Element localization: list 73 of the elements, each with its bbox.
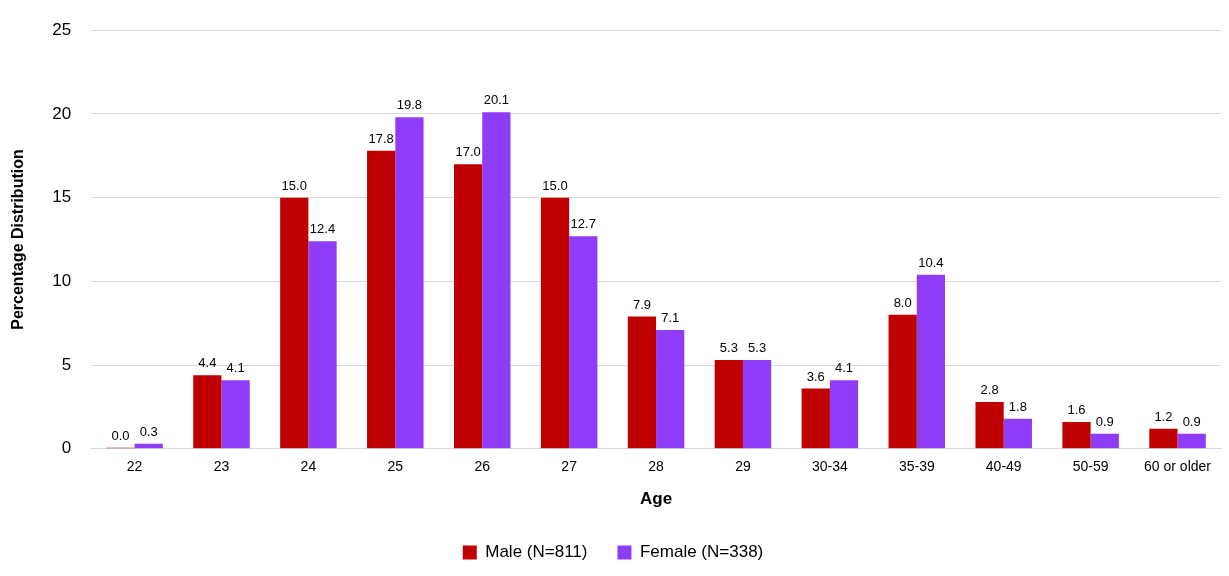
y-tick-label: 25 (52, 19, 72, 39)
x-tick-label: 26 (474, 458, 491, 475)
x-tick-label: 27 (561, 458, 578, 475)
legend-label: Male (N=811) (485, 542, 588, 562)
x-tick-label: 25 (387, 458, 404, 475)
data-label: 20.1 (483, 92, 510, 108)
data-label: 5.3 (748, 340, 767, 356)
data-label: 1.6 (1067, 402, 1086, 418)
y-axis-title: Percentage Distribution (9, 149, 27, 330)
data-label: 5.3 (719, 340, 738, 356)
bar (453, 164, 483, 449)
bar (1177, 433, 1206, 449)
x-tick-label: 22 (126, 458, 143, 475)
bar (714, 360, 743, 449)
data-label: 12.4 (309, 221, 336, 237)
data-label: 0.0 (111, 427, 130, 443)
bar (1003, 418, 1032, 449)
data-label: 17.0 (455, 144, 481, 160)
x-tick-label: 30-34 (811, 458, 848, 475)
data-label: 0.9 (1182, 413, 1201, 429)
legend-label: Female (N=338) (639, 542, 764, 562)
data-label: 7.1 (661, 310, 680, 325)
data-label: 0.9 (1095, 413, 1114, 429)
data-label: 15.0 (281, 177, 307, 193)
bar (829, 380, 859, 449)
bar (280, 197, 309, 449)
bar (482, 112, 511, 449)
data-label: 4.1 (834, 360, 854, 376)
bar (1149, 428, 1178, 449)
data-label: 3.6 (806, 368, 825, 384)
bar (916, 274, 946, 449)
data-label: 12.7 (570, 216, 596, 232)
x-tick-label: 60 or older (1144, 458, 1212, 475)
x-tick-label: 35-39 (898, 458, 935, 475)
bar (801, 388, 830, 449)
bar (888, 314, 917, 449)
x-axis-title: Age (639, 489, 673, 509)
x-tick-label: 29 (735, 458, 751, 475)
bar (1062, 422, 1091, 449)
bar (627, 316, 657, 449)
y-tick-label: 15 (52, 187, 72, 207)
data-label: 1.2 (1154, 408, 1173, 424)
y-tick-label: 5 (61, 354, 72, 374)
bar (193, 375, 222, 449)
bar (540, 197, 570, 449)
data-label: 4.1 (226, 360, 245, 376)
y-tick-label: 10 (52, 271, 72, 291)
data-label: 17.8 (368, 130, 394, 146)
y-tick-label: 0 (61, 438, 72, 458)
x-tick-label: 28 (648, 458, 665, 475)
bar (395, 117, 424, 449)
x-tick-label: 23 (213, 458, 230, 475)
bar (221, 380, 250, 449)
x-tick-label: 50-59 (1072, 458, 1109, 475)
data-label: 7.9 (632, 296, 651, 312)
data-label: 15.0 (542, 177, 568, 193)
bar (656, 329, 685, 449)
data-label: 10.4 (918, 254, 944, 270)
bar (1090, 433, 1119, 449)
bar (367, 150, 396, 449)
bar (975, 401, 1004, 449)
bar (569, 236, 598, 449)
x-tick-label: 24 (300, 458, 317, 475)
data-label: 4.4 (198, 355, 217, 371)
data-label: 19.8 (396, 97, 423, 113)
x-tick-label: 40-49 (985, 458, 1022, 475)
bar (308, 241, 337, 449)
data-label: 1.8 (1008, 398, 1027, 414)
y-tick-label: 20 (52, 103, 72, 123)
data-label: 0.3 (139, 423, 158, 439)
data-label: 8.0 (893, 294, 912, 310)
bar (742, 360, 772, 449)
data-label: 2.8 (980, 381, 999, 397)
